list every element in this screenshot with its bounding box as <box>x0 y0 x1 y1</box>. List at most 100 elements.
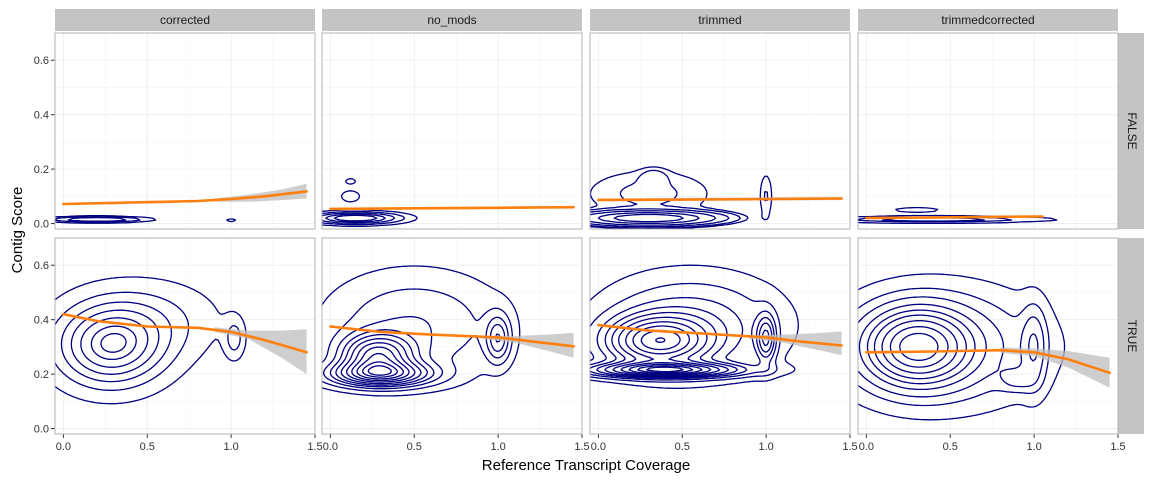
density-contour <box>321 288 513 392</box>
density-contour <box>597 212 700 225</box>
panel-no_mods-FALSE <box>321 32 583 230</box>
x-tick-label: 1.5 <box>842 441 857 453</box>
density-contour <box>604 316 770 378</box>
density-contour <box>321 210 406 226</box>
density-contour <box>612 321 721 377</box>
density-contour <box>100 332 127 353</box>
smooth-trend-line <box>865 348 1111 375</box>
x-tick-label: 1.5 <box>1110 441 1125 453</box>
y-axis-title: Contig Score <box>9 187 26 274</box>
panel-border <box>589 237 851 435</box>
row-strip-label: TRUE <box>1125 320 1139 353</box>
density-contour <box>881 320 958 374</box>
density-contour <box>589 306 775 380</box>
column-strip-trimmed <box>590 9 850 31</box>
density-contour <box>70 309 160 375</box>
density-contour <box>857 296 1045 398</box>
panel-border <box>321 32 583 230</box>
smooth-trend-line <box>597 323 843 347</box>
density-contour <box>899 332 939 361</box>
density-contour <box>866 309 976 385</box>
panel-no_mods-TRUE <box>321 237 583 435</box>
density-contour <box>637 337 694 374</box>
density-contour <box>345 342 416 383</box>
x-tick-label: 1.0 <box>223 441 238 453</box>
density-contour <box>857 273 1066 421</box>
panel-border <box>857 32 1119 230</box>
density-contour <box>857 287 1050 407</box>
x-tick-label: 1.5 <box>574 441 589 453</box>
smooth-trend-line <box>329 325 575 348</box>
density-contour <box>60 301 173 383</box>
y-tick-label: 0.6 <box>34 260 49 272</box>
density-contour <box>54 276 247 405</box>
x-tick-label: 0.0 <box>591 441 606 453</box>
column-strip-trimmedcorrected <box>858 9 1118 31</box>
panel-border <box>589 32 851 230</box>
panel-trimmedcorrected-FALSE <box>857 32 1119 230</box>
row-strip-TRUE <box>1118 238 1144 434</box>
y-tick-label: 0.4 <box>34 315 49 327</box>
panels-layer: corrected no_mods trimmed trimmedcorrected F… <box>34 9 1144 453</box>
density-contour <box>321 212 396 224</box>
smooth-trend-line <box>62 312 308 354</box>
x-tick-label: 0.5 <box>675 441 690 453</box>
density-contour <box>361 361 399 378</box>
panel-border <box>54 237 316 435</box>
density-contour <box>589 210 717 226</box>
panel-trimmedcorrected-TRUE <box>857 237 1119 435</box>
column-strip-label: no_mods <box>427 13 476 27</box>
panel-background <box>858 238 1118 434</box>
density-contour <box>351 346 410 382</box>
density-contour <box>67 216 127 222</box>
panel-trimmed-TRUE <box>589 237 851 435</box>
column-strip-label: corrected <box>160 13 210 27</box>
density-contour <box>596 311 773 379</box>
smooth-confidence-ribbon <box>1000 347 1110 388</box>
density-contour <box>54 215 237 224</box>
y-tick-label: 0.6 <box>34 55 49 67</box>
density-contour <box>646 366 684 373</box>
column-strip-label: trimmedcorrected <box>941 13 1034 27</box>
x-tick-label: 1.5 <box>307 441 322 453</box>
panel-corrected-TRUE <box>54 237 316 435</box>
x-tick-label: 1.0 <box>490 441 505 453</box>
x-tick-label: 1.0 <box>758 441 773 453</box>
density-contour <box>333 214 378 222</box>
smooth-trend-line <box>865 215 1044 220</box>
panel-border <box>857 237 1119 435</box>
x-tick-label: 0.0 <box>56 441 71 453</box>
row-strip-label: FALSE <box>1125 112 1139 149</box>
panel-trimmed-FALSE <box>589 32 851 230</box>
panel-border <box>54 32 316 230</box>
y-tick-label: 0.0 <box>34 424 49 436</box>
column-strip-corrected <box>55 9 315 31</box>
density-contour <box>589 282 782 383</box>
density-contour <box>613 213 684 223</box>
density-contour <box>589 169 769 229</box>
density-contour <box>80 317 149 368</box>
panel-background <box>858 33 1118 229</box>
x-tick-label: 0.0 <box>323 441 338 453</box>
x-tick-label: 0.5 <box>943 441 958 453</box>
column-strip-no_mods <box>322 9 582 31</box>
density-contour <box>589 208 730 228</box>
density-contour <box>620 325 712 376</box>
panel-corrected-FALSE <box>54 32 316 230</box>
x-tick-label: 1.0 <box>1026 441 1041 453</box>
density-contour <box>340 338 422 385</box>
smooth-trend-line <box>62 190 308 206</box>
density-contour <box>322 316 509 390</box>
x-axis-title: Reference Transcript Coverage <box>482 457 690 474</box>
density-contour <box>54 216 141 223</box>
density-contour <box>90 325 137 361</box>
density-contour <box>367 365 393 376</box>
smooth-confidence-ribbon <box>214 327 307 375</box>
row-strip-FALSE <box>1118 33 1144 229</box>
panel-background <box>322 33 582 229</box>
density-contour <box>325 213 386 223</box>
smooth-trend-line <box>329 205 575 211</box>
y-tick-label: 0.0 <box>34 219 49 231</box>
y-tick-label: 0.2 <box>34 369 49 381</box>
y-tick-label: 0.2 <box>34 164 49 176</box>
